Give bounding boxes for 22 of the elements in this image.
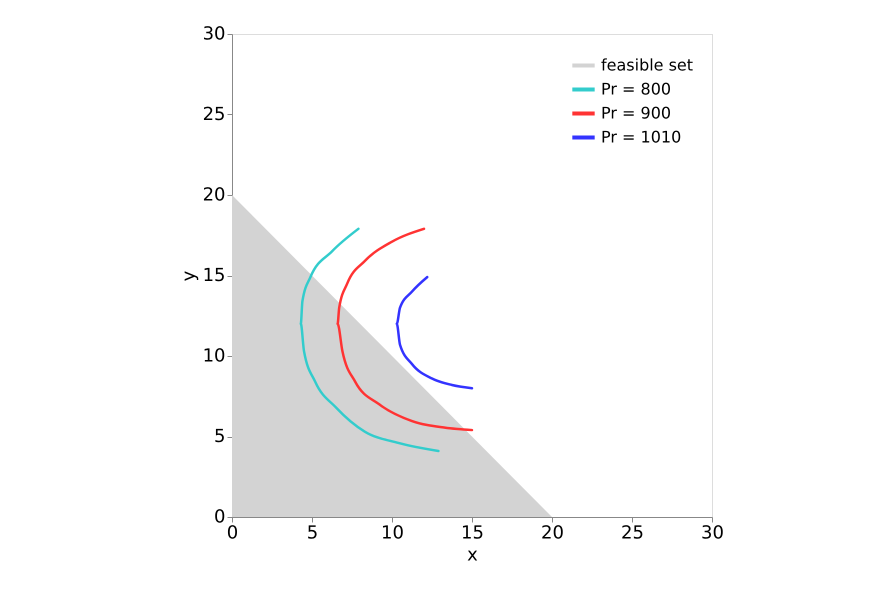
y-tick-label: 5 <box>214 426 226 447</box>
line-series <box>300 228 440 452</box>
legend-label: Pr = 900 <box>601 104 672 122</box>
x-tick-label: 15 <box>461 522 484 544</box>
x-tick-label: 25 <box>621 522 644 544</box>
x-axis-title: x <box>467 544 478 566</box>
x-tick-label: 30 <box>701 522 724 544</box>
legend-label: feasible set <box>601 56 694 74</box>
legend-label: Pr = 800 <box>601 80 672 98</box>
x-tick-label: 5 <box>306 522 318 544</box>
line-series <box>396 276 474 390</box>
x-tick-label: 10 <box>381 522 404 544</box>
y-tick-label: 0 <box>214 506 226 528</box>
y-tick-label: 10 <box>202 346 226 366</box>
legend-label: Pr = 1010 <box>601 128 682 146</box>
line-series <box>336 228 474 432</box>
x-tick-label: 20 <box>541 522 564 544</box>
y-axis-title: y <box>178 270 200 282</box>
y-tick-label: 30 <box>202 24 226 44</box>
y-tick-label: 20 <box>202 184 226 206</box>
y-tick-label: 25 <box>202 104 226 125</box>
y-tick-label: 15 <box>202 265 226 286</box>
